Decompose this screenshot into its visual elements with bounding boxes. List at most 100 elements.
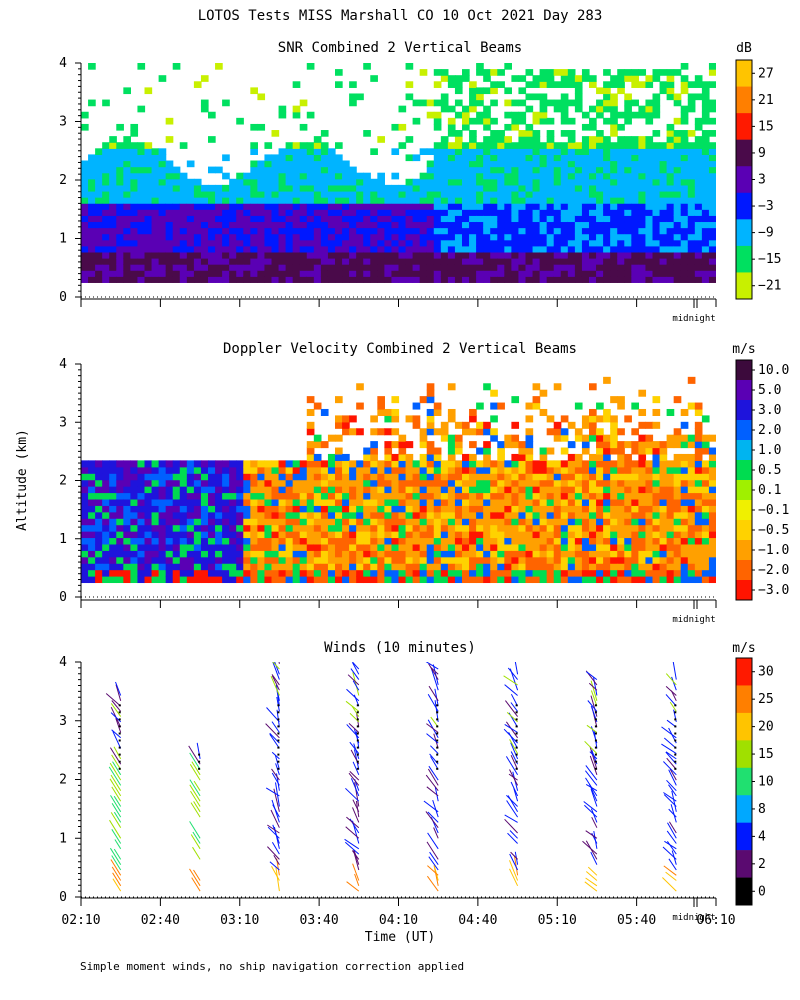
snr-cell — [222, 99, 230, 107]
doppler-cell — [222, 556, 230, 564]
snr-cell — [631, 99, 639, 107]
doppler-cell — [589, 518, 597, 526]
snr-cell — [320, 209, 329, 216]
wind-barb — [346, 688, 360, 702]
doppler-cell — [511, 460, 520, 468]
snr-cell — [581, 142, 590, 149]
snr-cell — [215, 270, 223, 277]
snr-cell — [708, 81, 716, 88]
snr-cell — [88, 63, 96, 70]
doppler-cell — [264, 479, 273, 487]
snr-cell — [116, 184, 124, 192]
doppler-cell — [673, 434, 682, 442]
snr-cell — [151, 251, 160, 259]
y-tick-label: 4 — [59, 56, 67, 71]
snr-cell — [349, 270, 357, 277]
snr-cell — [208, 215, 216, 223]
snr-cell — [109, 178, 117, 186]
snr-cell — [433, 166, 442, 174]
doppler-cell — [645, 505, 654, 513]
doppler-cell — [109, 531, 117, 539]
snr-cell — [546, 142, 555, 149]
doppler-cell — [553, 518, 562, 526]
snr-cell — [539, 172, 548, 180]
doppler-cell — [426, 453, 435, 461]
doppler-cell — [483, 466, 491, 474]
doppler-cell — [243, 569, 251, 577]
doppler-cell — [553, 383, 562, 391]
snr-cell — [327, 233, 336, 241]
doppler-cell — [497, 543, 505, 551]
midnight-label: midnight — [672, 913, 715, 923]
doppler-cell — [610, 556, 618, 564]
snr-cell — [469, 87, 477, 95]
doppler-cell — [596, 466, 604, 474]
doppler-cell — [589, 569, 597, 577]
doppler-cell — [560, 511, 569, 519]
snr-cell — [546, 166, 555, 174]
wind-barb — [267, 826, 280, 839]
snr-cell — [215, 251, 223, 259]
wind-barb — [514, 662, 519, 675]
missing-data-dot — [594, 725, 597, 728]
doppler-cell — [546, 428, 555, 436]
doppler-cell — [694, 531, 703, 539]
snr-cell — [638, 136, 647, 143]
doppler-cell — [687, 563, 696, 571]
snr-cell — [603, 203, 611, 210]
doppler-cell — [694, 524, 703, 532]
snr-cell — [102, 178, 110, 186]
snr-cell — [525, 105, 534, 113]
doppler-cell — [377, 550, 385, 558]
wind-barb — [585, 877, 598, 887]
doppler-cell — [532, 569, 541, 577]
wind-barb — [189, 764, 201, 781]
wind-barb — [510, 781, 519, 797]
doppler-cell — [271, 460, 280, 468]
doppler-cell — [694, 428, 703, 436]
snr-cell — [518, 190, 527, 198]
doppler-cell — [624, 460, 632, 468]
snr-cell — [708, 227, 716, 235]
snr-cell — [137, 221, 146, 229]
doppler-cell — [447, 556, 456, 564]
snr-cell — [433, 215, 442, 223]
doppler-cell — [81, 498, 89, 506]
snr-cell — [596, 172, 604, 180]
snr-cell — [264, 203, 273, 210]
doppler-cell — [610, 511, 618, 519]
doppler-cell — [123, 473, 131, 481]
doppler-cell — [659, 524, 668, 532]
snr-cell — [137, 258, 146, 265]
snr-cell — [694, 209, 703, 216]
snr-cell — [264, 190, 273, 198]
snr-cell — [278, 233, 287, 241]
doppler-cell — [469, 556, 477, 564]
snr-cell — [701, 227, 710, 235]
doppler-cell — [186, 505, 195, 513]
snr-cell — [88, 166, 96, 174]
doppler-cell — [419, 524, 428, 532]
doppler-cell — [123, 550, 131, 558]
snr-cell — [490, 99, 498, 107]
snr-cell — [186, 276, 195, 283]
doppler-cell — [412, 518, 421, 526]
doppler-cell — [222, 524, 230, 532]
doppler-cell — [116, 505, 124, 513]
snr-cell — [130, 166, 139, 174]
doppler-cell — [327, 498, 336, 506]
doppler-cell — [88, 505, 96, 513]
snr-cell — [624, 93, 632, 101]
wind-barb — [110, 859, 122, 876]
doppler-cell — [581, 473, 590, 481]
doppler-cell — [462, 556, 470, 564]
snr-cell — [257, 190, 266, 198]
snr-cell — [299, 148, 308, 155]
snr-cell — [504, 172, 512, 180]
snr-cell — [532, 251, 541, 259]
snr-cell — [673, 209, 682, 216]
snr-cell — [130, 258, 139, 265]
snr-cell — [236, 251, 244, 259]
wind-barb — [429, 851, 439, 865]
doppler-cell — [229, 492, 237, 500]
